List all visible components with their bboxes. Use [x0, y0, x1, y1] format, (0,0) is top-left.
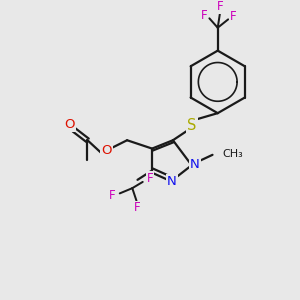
- Text: F: F: [201, 9, 208, 22]
- Text: N: N: [167, 176, 177, 188]
- Text: O: O: [64, 118, 75, 131]
- Text: N: N: [190, 158, 200, 171]
- Text: F: F: [109, 189, 116, 202]
- Text: CH₃: CH₃: [222, 149, 243, 159]
- Text: F: F: [134, 202, 141, 214]
- Text: F: F: [147, 172, 153, 185]
- Text: O: O: [101, 144, 112, 157]
- Text: S: S: [187, 118, 196, 133]
- Text: F: F: [230, 10, 237, 23]
- Text: F: F: [217, 0, 223, 14]
